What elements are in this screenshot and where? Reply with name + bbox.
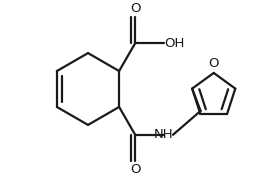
Text: NH: NH: [154, 128, 173, 141]
Text: O: O: [130, 2, 141, 15]
Text: OH: OH: [164, 37, 185, 50]
Text: O: O: [209, 57, 219, 70]
Text: O: O: [130, 163, 141, 176]
